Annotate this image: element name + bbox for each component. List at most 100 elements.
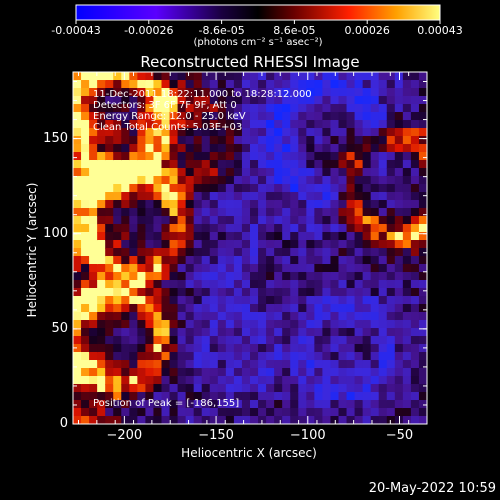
heatmap-cell [410,416,420,424]
heatmap-cell [394,272,404,281]
heatmap-cell [378,144,388,153]
heatmap-cell [354,360,364,369]
heatmap-cell [233,312,243,321]
heatmap-cell [346,160,356,169]
heatmap-cell [161,296,171,305]
heatmap-cell [290,104,299,113]
heatmap-cell [354,184,364,193]
heatmap-cell [105,296,114,305]
heatmap-cell [402,272,412,281]
heatmap-cell [145,248,155,257]
heatmap-cell [346,248,356,257]
heatmap-cell [322,144,332,153]
heatmap-cell [185,200,195,209]
heatmap-cell [185,336,195,345]
heatmap-cell [193,104,203,113]
heatmap-cell [153,336,163,345]
heatmap-cell [225,72,235,81]
heatmap-cell [298,328,307,337]
heatmap-cell [338,240,348,249]
heatmap-cell [306,248,315,257]
heatmap-cell [338,152,348,161]
heatmap-cell [105,376,114,385]
heatmap-cell [418,72,427,81]
heatmap-cell [89,136,98,145]
heatmap-cell [394,232,404,241]
heatmap-cell [338,168,348,177]
heatmap-cell [201,136,211,145]
heatmap-cell [129,272,138,281]
heatmap-cell [378,224,388,233]
heatmap-cell [418,416,427,424]
heatmap-cell [185,192,195,201]
heatmap-cell [177,224,187,233]
heatmap-cell [73,328,82,337]
heatmap-cell [378,376,388,385]
heatmap-cell [370,104,380,113]
heatmap-cell [137,88,147,97]
heatmap-cell [137,368,147,377]
heatmap-cell [201,104,211,113]
heatmap-cell [370,368,380,377]
heatmap-cell [346,320,356,329]
heatmap-cell [378,304,388,313]
heatmap-cell [225,120,235,129]
heatmap-cell [209,104,219,113]
heatmap-cell [314,280,324,289]
heatmap-cell [153,304,163,313]
heatmap-cell [145,216,155,225]
heatmap-cell [201,416,211,424]
heatmap-cell [306,320,315,329]
heatmap-cell [81,104,90,113]
heatmap-cell [177,400,187,409]
heatmap-cell [378,344,388,353]
heatmap-cell [121,296,130,305]
heatmap-cell [97,336,106,345]
heatmap-cell [185,136,195,145]
heatmap-cell [370,336,380,345]
heatmap-cell [370,352,380,361]
heatmap-cell [346,416,356,424]
heatmap-cell [225,408,235,417]
heatmap-cell [153,296,163,305]
heatmap-cell [241,376,251,385]
heatmap-cell [258,208,267,217]
heatmap-cell [386,264,396,273]
heatmap-cell [354,160,364,169]
colorbar-tick-label: 0.00043 [417,24,463,37]
heatmap-cell [346,168,356,177]
heatmap-cell [233,248,243,257]
heatmap-cell [394,200,404,209]
heatmap-cell [177,184,187,193]
heatmap-cell [121,88,130,97]
heatmap-cell [169,288,179,297]
heatmap-cell [241,72,251,81]
heatmap-cell [266,248,275,257]
heatmap-cell [225,104,235,113]
heatmap-cell [362,72,372,81]
heatmap-cell [209,96,219,105]
heatmap-cell [410,288,420,297]
heatmap-cell [394,192,404,201]
heatmap-cell [105,136,114,145]
heatmap-cell [233,392,243,401]
heatmap-cell [394,216,404,225]
heatmap-cell [185,96,195,105]
heatmap-cell [386,136,396,145]
heatmap-cell [177,368,187,377]
heatmap-cell [282,200,291,209]
heatmap-cell [129,184,138,193]
heatmap-cell [250,80,259,89]
heatmap-cell [81,408,90,417]
heatmap-cell [137,272,147,281]
heatmap-cell [169,232,179,241]
heatmap-cell [282,240,291,249]
heatmap-cell [290,408,299,417]
heatmap-cell [346,80,356,89]
heatmap-cell [354,352,364,361]
heatmap-cell [410,88,420,97]
heatmap-cell [298,384,307,393]
heatmap-cell [402,176,412,185]
heatmap-cell [233,384,243,393]
heatmap-cell [121,344,130,353]
